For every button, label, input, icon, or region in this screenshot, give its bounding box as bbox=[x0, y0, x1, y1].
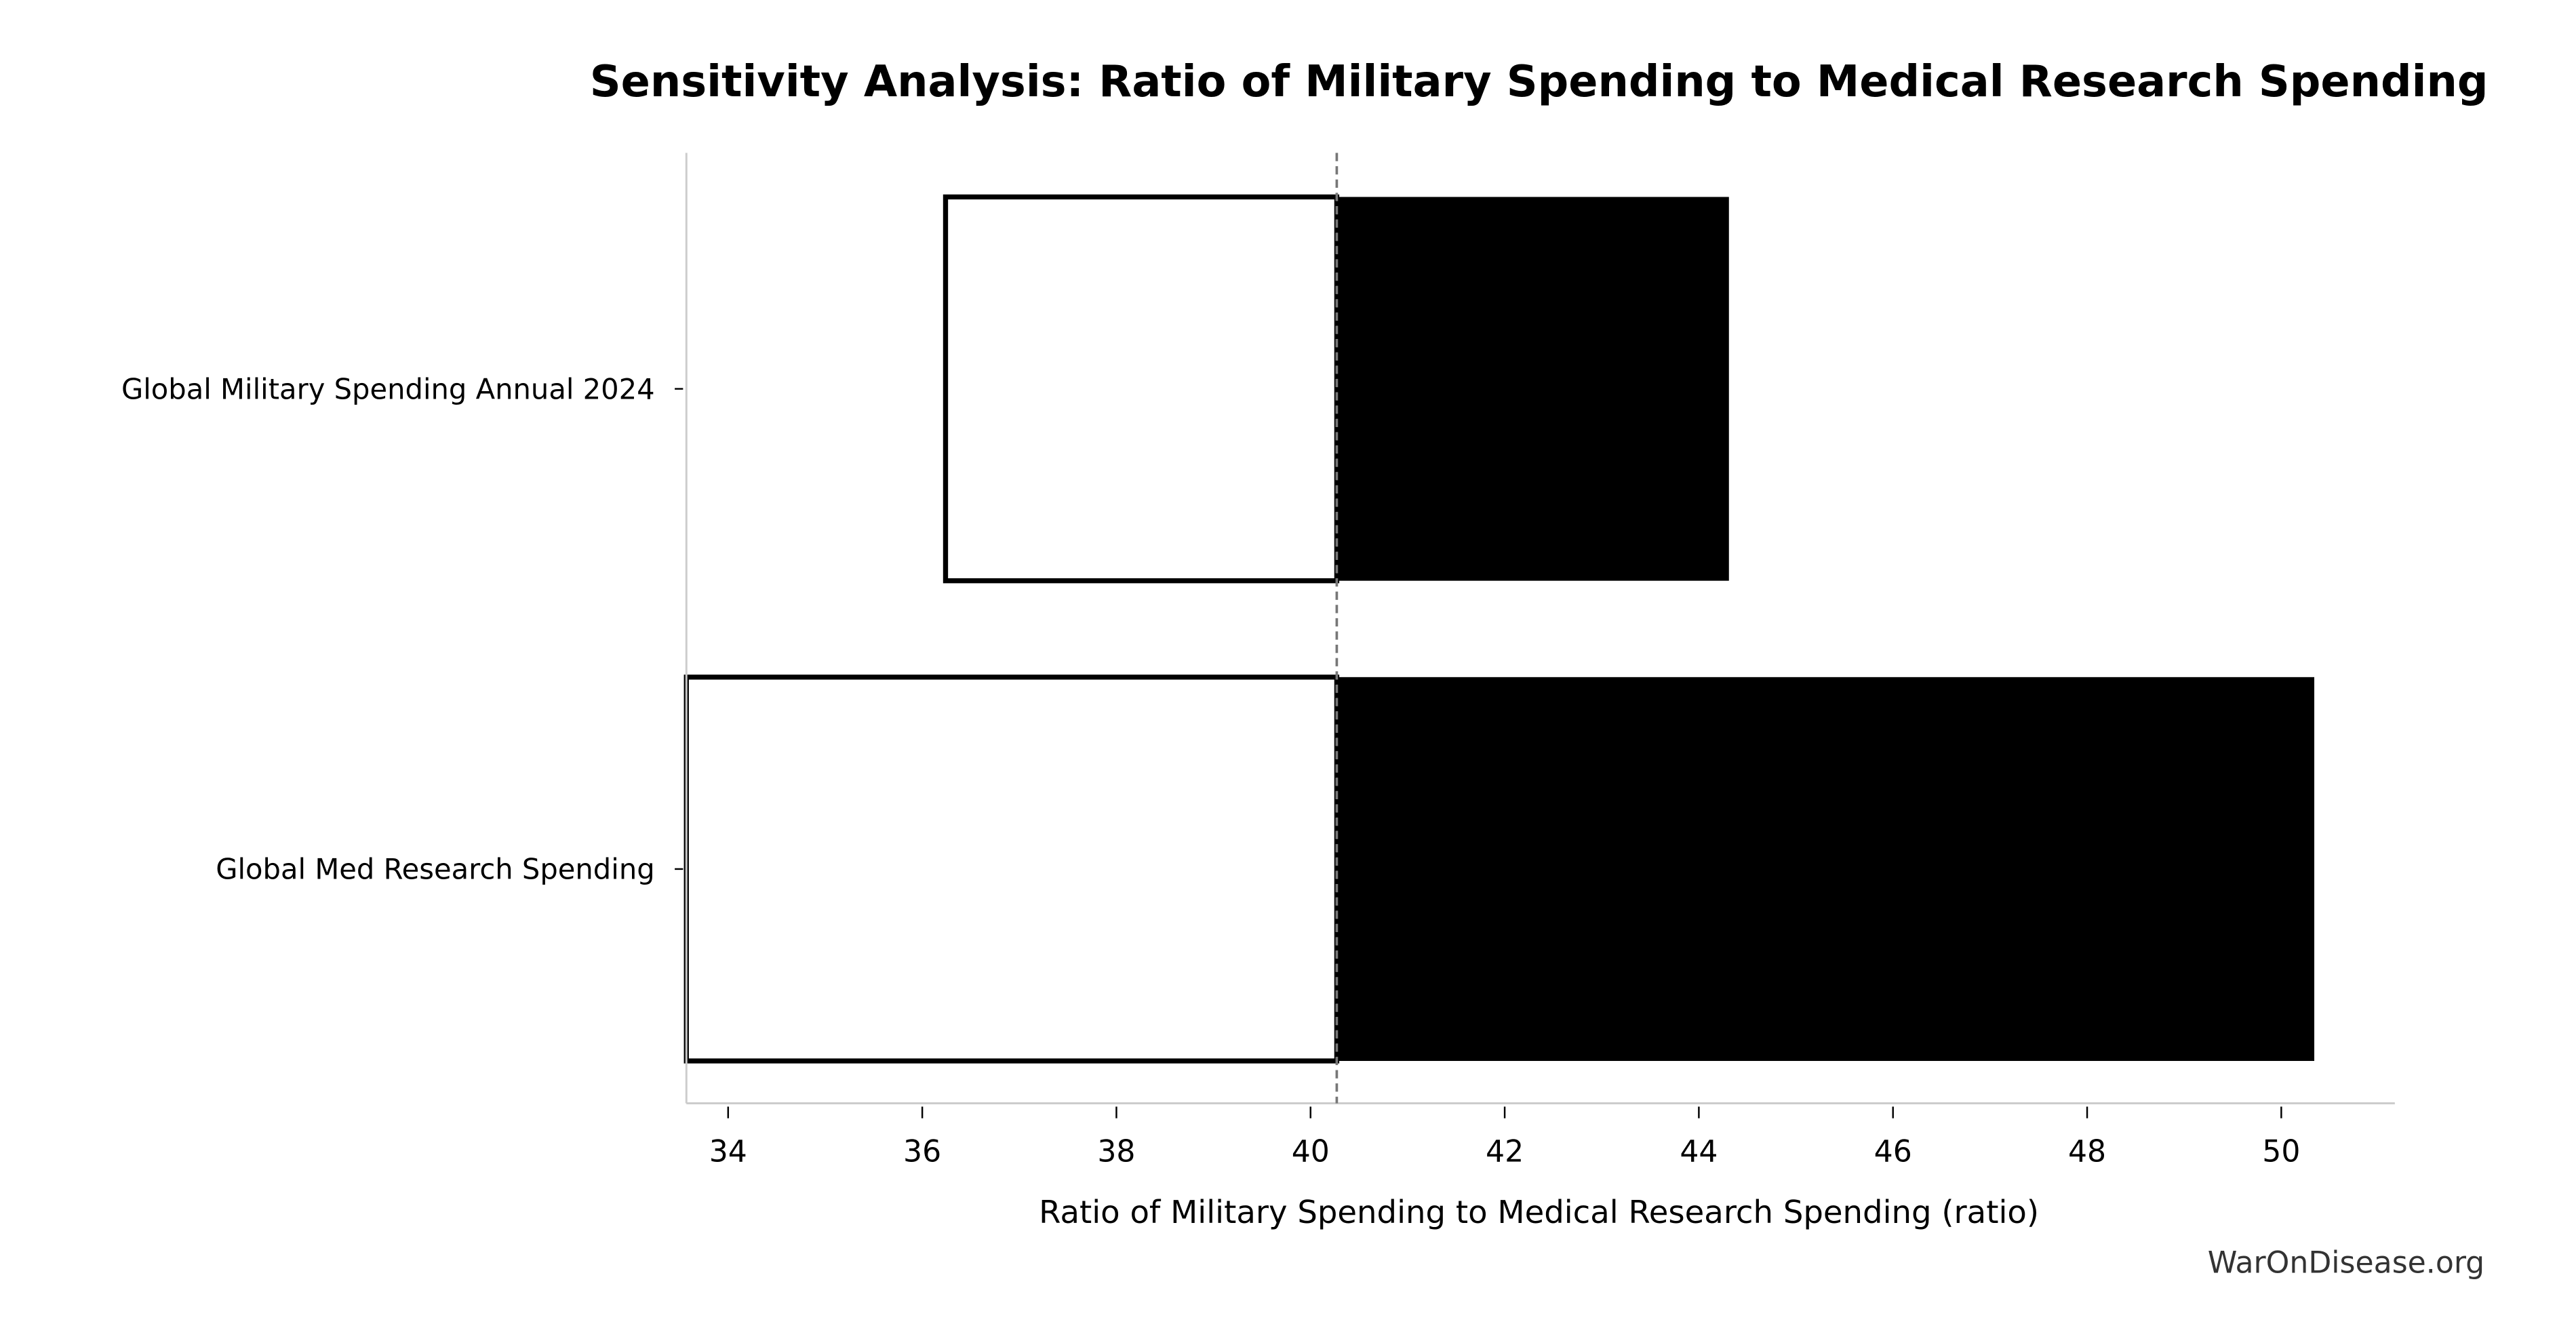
bar-low-1 bbox=[683, 675, 1340, 1064]
x-tick-label: 46 bbox=[1874, 1134, 1912, 1169]
x-tick-label: 42 bbox=[1486, 1134, 1524, 1169]
x-tick-label: 38 bbox=[1097, 1134, 1135, 1169]
x-tick-label: 50 bbox=[2262, 1134, 2300, 1169]
chart-title: Sensitivity Analysis: Ratio of Military … bbox=[590, 57, 2489, 107]
x-tick-label: 44 bbox=[1680, 1134, 1718, 1169]
y-tick-label: Global Military Spending Annual 2024 bbox=[121, 372, 655, 405]
x-tick-label: 34 bbox=[709, 1134, 747, 1169]
y-tick-label: Global Med Research Spending bbox=[216, 853, 654, 886]
bar-low-0 bbox=[943, 194, 1340, 584]
x-ticks: 34 36 38 40 42 44 46 48 50 bbox=[709, 1106, 2300, 1169]
x-tick-label: 48 bbox=[2068, 1134, 2106, 1169]
x-axis-label: Ratio of Military Spending to Medical Re… bbox=[1039, 1194, 2039, 1230]
y-ticks: Global Military Spending Annual 2024 Glob… bbox=[121, 372, 683, 886]
x-tick-label: 40 bbox=[1292, 1134, 1330, 1169]
bar-high-0 bbox=[1336, 197, 1729, 581]
x-tick-label: 36 bbox=[903, 1134, 941, 1169]
bar-high-1 bbox=[1336, 677, 2315, 1062]
bars-group bbox=[683, 194, 2315, 1064]
watermark: WarOnDisease.org bbox=[2208, 1246, 2485, 1281]
